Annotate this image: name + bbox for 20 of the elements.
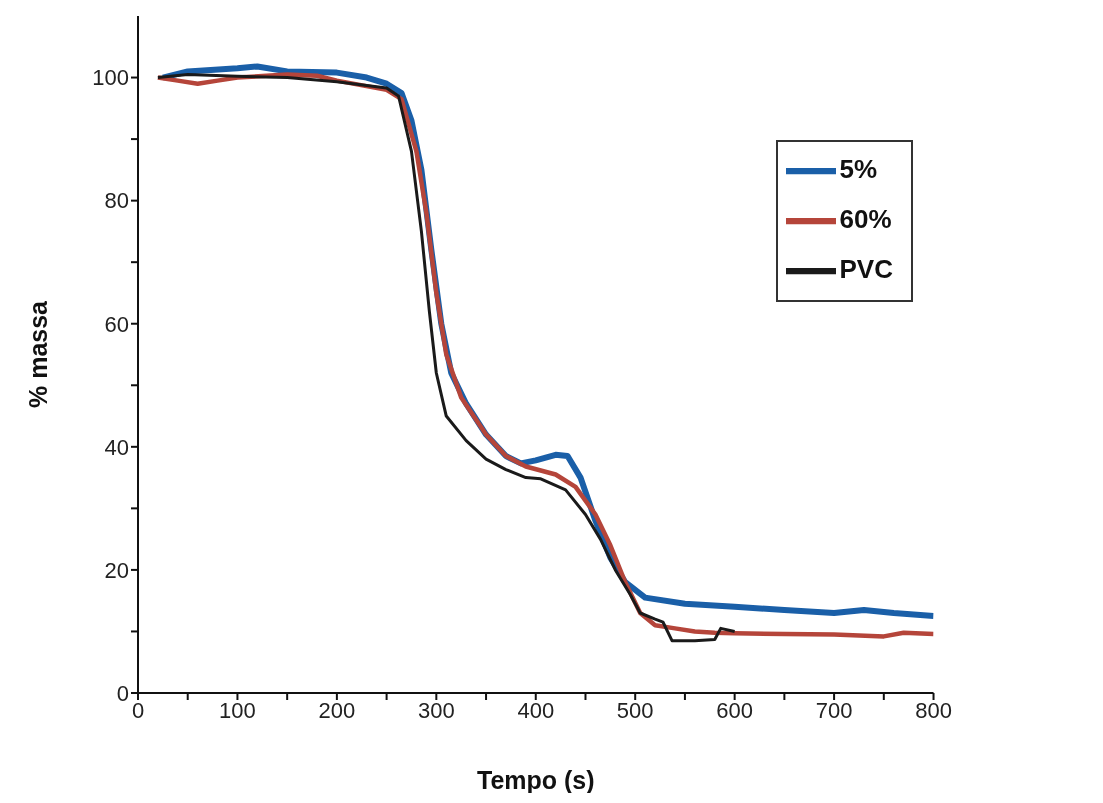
x-tick-label: 100 — [219, 697, 256, 723]
y-tick-label: 80 — [104, 188, 129, 214]
x-tick-label: 400 — [517, 697, 555, 723]
x-tick-label: 500 — [616, 697, 654, 723]
legend-label: PVC — [839, 253, 893, 284]
x-tick-label: 600 — [716, 697, 754, 723]
y-tick-label: 40 — [104, 434, 129, 460]
x-tick-label: 200 — [318, 697, 356, 723]
legend-label: 60% — [839, 203, 892, 234]
x-tick-label: 800 — [915, 697, 952, 723]
x-tick-label: 0 — [131, 697, 145, 723]
y-axis-title: % massa — [23, 299, 52, 409]
y-tick-label: 20 — [104, 557, 129, 583]
y-tick-label: 0 — [116, 680, 129, 706]
x-tick-label: 300 — [417, 697, 455, 723]
legend-label: 5% — [839, 153, 878, 184]
y-tick-label: 60 — [104, 311, 129, 337]
line-series — [156, 72, 737, 643]
y-tick-label: 100 — [92, 65, 129, 91]
x-tick-label: 700 — [815, 697, 853, 723]
